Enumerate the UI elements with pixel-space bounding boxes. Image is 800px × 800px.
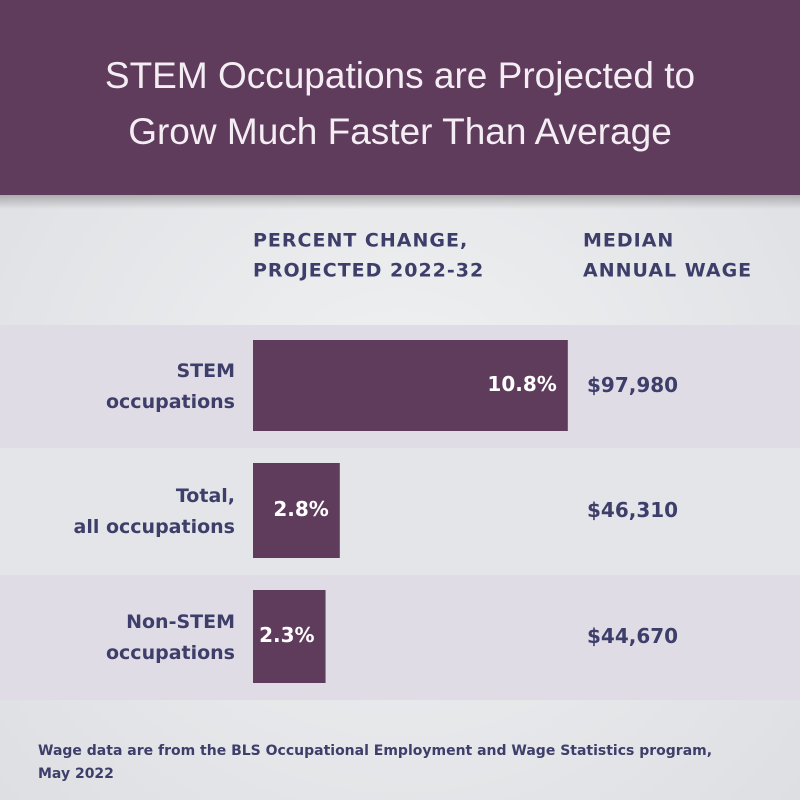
row-band (0, 448, 800, 575)
column-header: PROJECTED 2022-32 (253, 260, 484, 282)
wage-value: $97,980 (587, 373, 678, 397)
title-band (0, 0, 800, 195)
bar (253, 590, 326, 683)
category-label: all occupations (74, 516, 235, 538)
value-label: 2.3% (259, 623, 314, 647)
shadow (0, 195, 800, 209)
row-band (0, 575, 800, 700)
wage-value: $44,670 (587, 624, 678, 648)
category-label: occupations (106, 391, 235, 413)
category-label: occupations (106, 642, 235, 664)
category-label: Non-STEM (126, 611, 235, 633)
chart-title: Grow Much Faster Than Average (128, 111, 672, 152)
bar (253, 463, 340, 558)
footnote: Wage data are from the BLS Occupational … (38, 743, 712, 759)
column-header: ANNUAL WAGE (583, 260, 752, 282)
chart-title: STEM Occupations are Projected to (105, 55, 695, 96)
wage-value: $46,310 (587, 498, 678, 522)
value-label: 10.8% (487, 372, 556, 396)
column-header: MEDIAN (583, 230, 674, 252)
footnote: May 2022 (38, 766, 114, 782)
category-label: Total, (176, 485, 235, 507)
column-header: PERCENT CHANGE, (253, 230, 468, 252)
category-label: STEM (176, 360, 235, 382)
value-label: 2.8% (273, 497, 328, 521)
bar (253, 340, 568, 431)
